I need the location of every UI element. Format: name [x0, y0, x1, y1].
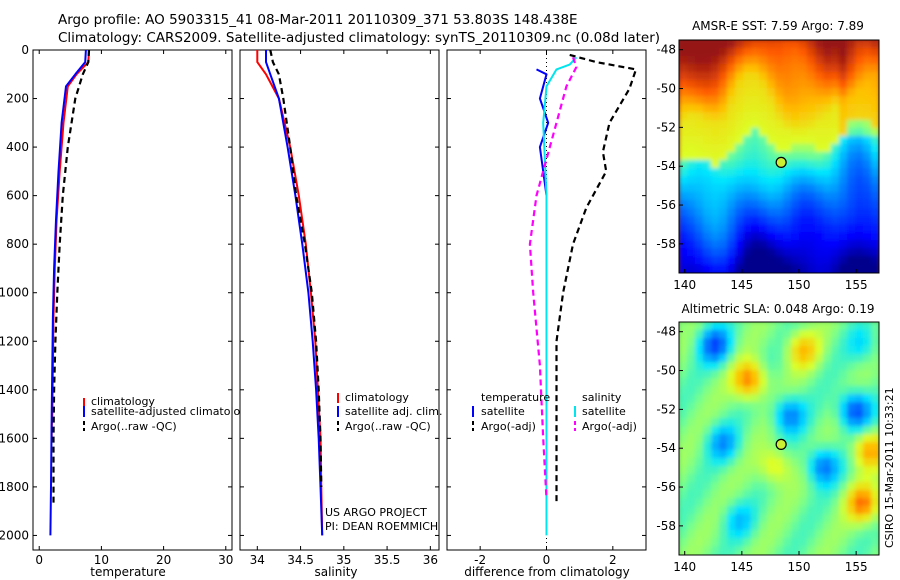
legend-label-climatology: climatology: [91, 395, 155, 408]
map-x-tick-label: 145: [730, 560, 753, 574]
temperature-legend: climatology satellite-adjusted climatolo…: [83, 395, 254, 433]
map-y-tick-label: -54: [656, 441, 676, 455]
project-annotation: US ARGO PROJECT: [325, 506, 427, 519]
temperature-axes-frame: [32, 49, 233, 551]
y-tick-label: 1000: [0, 286, 29, 300]
legend-label-satellite: satellite-adjusted climatology: [91, 405, 254, 418]
y-tick-label: 1600: [0, 431, 29, 445]
series-line-temperature-argo-adj: [555, 53, 638, 504]
salinity-panel: 34 34.5 35 35.5 36 salinity climatology sate…: [239, 49, 442, 579]
y-tick-label: 2000: [0, 528, 29, 542]
series-line-satellite-adjusted-climatology: [49, 50, 87, 536]
legend-label-argo: Argo(..raw -QC): [91, 420, 177, 433]
y-tick-label: 1800: [0, 480, 29, 494]
legend-label-satellite: satellite adj. clim.: [345, 405, 442, 418]
x-tick-label: 10: [94, 553, 109, 567]
x-tick-label: 36: [423, 553, 438, 567]
salinity-axes-frame: [239, 49, 440, 551]
salinity-y-ticks: [240, 49, 439, 536]
map-y-tick-label: -56: [656, 480, 676, 494]
map-x-tick-label: 150: [788, 278, 811, 292]
series-line-argo-raw-qc: [52, 50, 91, 504]
temperature-x-label: temperature: [90, 565, 165, 579]
difference-y-ticks: [447, 49, 646, 536]
series-line-satellite-adj-clim: [265, 50, 324, 536]
legend-header-salinity: salinity: [582, 391, 622, 404]
x-tick-label: 0: [543, 553, 551, 567]
x-tick-label: -2: [474, 553, 486, 567]
sst-heatmap: [679, 40, 879, 273]
sst-map-title: AMSR-E SST: 7.59 Argo: 7.89: [692, 19, 864, 33]
x-tick-label: 34: [250, 553, 265, 567]
sla-map-frame: [678, 321, 880, 556]
legend-label-temp-satellite: satellite: [481, 405, 525, 418]
x-tick-label: 2: [609, 553, 617, 567]
y-tick-label: 1400: [0, 383, 29, 397]
map-y-tick-label: -50: [656, 364, 676, 378]
map-y-tick-label: -50: [656, 82, 676, 96]
depth-axis: 0 200 400 600 800 1000 1200 1400 1600 1800 2000: [0, 43, 232, 542]
x-tick-label: 30: [218, 553, 233, 567]
y-tick-label: 200: [6, 92, 29, 106]
x-tick-label: 20: [156, 553, 171, 567]
temperature-x-axis: 0 10 20 30: [35, 50, 233, 567]
map-y-tick-label: -54: [656, 159, 676, 173]
legend-label-argo: Argo(..raw -QC): [345, 420, 431, 433]
difference-panel: -2 0 2 difference from climatology tempera…: [446, 49, 647, 579]
map-y-tick-label: -48: [656, 325, 676, 339]
y-tick-label: 800: [6, 237, 29, 251]
salinity-x-axis: 34 34.5 35 35.5 36: [250, 50, 438, 567]
sst-map-frame: [678, 39, 880, 274]
map-y-tick-label: -58: [656, 519, 676, 533]
salinity-x-label: salinity: [314, 565, 357, 579]
argo-float-marker: [775, 156, 787, 168]
difference-legend: temperature satellite Argo(-adj) salinit…: [472, 391, 637, 433]
y-tick-label: 0: [21, 43, 29, 57]
legend-label-climatology: climatology: [345, 391, 409, 404]
map-x-tick-label: 140: [673, 560, 696, 574]
difference-x-label: difference from climatology: [464, 565, 630, 579]
x-tick-label: 0: [35, 553, 43, 567]
sst-map-panel: AMSR-E SST: 7.59 Argo: 7.89 140 145 150 155…: [656, 19, 880, 292]
pi-annotation: PI: DEAN ROEMMICH: [325, 520, 438, 533]
difference-profiles: [528, 50, 638, 550]
map-y-tick-label: -52: [656, 120, 676, 134]
y-tick-label: 600: [6, 189, 29, 203]
figure-title-line-1: Argo profile: AO 5903315_41 08-Mar-2011 …: [58, 12, 578, 28]
x-tick-label: 35: [336, 553, 351, 567]
map-x-tick-label: 150: [788, 560, 811, 574]
x-tick-label: 35.5: [374, 553, 401, 567]
map-x-tick-label: 155: [845, 560, 868, 574]
sla-map-axes: 140 145 150 155 -48 -50 -52 -54 -56 -58: [656, 325, 867, 574]
x-tick-label: 34.5: [287, 553, 314, 567]
legend-label-sal-argo: Argo(-adj): [582, 420, 637, 433]
temperature-panel: 0 200 400 600 800 1000 1200 1400 1600 1800 2000 0 1…: [0, 43, 254, 579]
legend-label-temp-argo: Argo(-adj): [481, 420, 536, 433]
figure-title-line-2: Climatology: CARS2009. Satellite-adjuste…: [58, 30, 660, 46]
salinity-profiles: [256, 50, 324, 536]
y-tick-label: 1200: [0, 334, 29, 348]
argo-float-marker: [775, 438, 787, 450]
map-x-tick-label: 140: [673, 278, 696, 292]
legend-label-sal-satellite: satellite: [582, 405, 626, 418]
sla-heatmap: [679, 322, 879, 555]
salinity-legend: climatology satellite adj. clim. Argo(..…: [337, 391, 442, 433]
map-x-tick-label: 145: [730, 278, 753, 292]
series-line-argo-raw-qc: [269, 50, 323, 487]
y-tick-label: 400: [6, 140, 29, 154]
temperature-profiles: [49, 50, 91, 536]
sla-map-title: Altimetric SLA: 0.048 Argo: 0.19: [681, 302, 874, 316]
map-y-tick-label: -48: [656, 43, 676, 57]
map-y-tick-label: -58: [656, 237, 676, 251]
series-line-salinity-argo-adj: [528, 56, 578, 500]
map-y-tick-label: -56: [656, 198, 676, 212]
sst-map-axes: 140 145 150 155 -48 -50 -52 -54 -56 -58: [656, 43, 867, 292]
series-line-salinity-satellite: [542, 56, 578, 536]
map-x-tick-label: 155: [845, 278, 868, 292]
legend-header-temperature: temperature: [481, 391, 550, 404]
map-y-tick-label: -52: [656, 402, 676, 416]
sla-map-panel: Altimetric SLA: 0.048 Argo: 0.19 140 145 1…: [656, 302, 880, 574]
credit-text: CSIRO 15-Mar-2011 10:33:21: [883, 387, 896, 548]
